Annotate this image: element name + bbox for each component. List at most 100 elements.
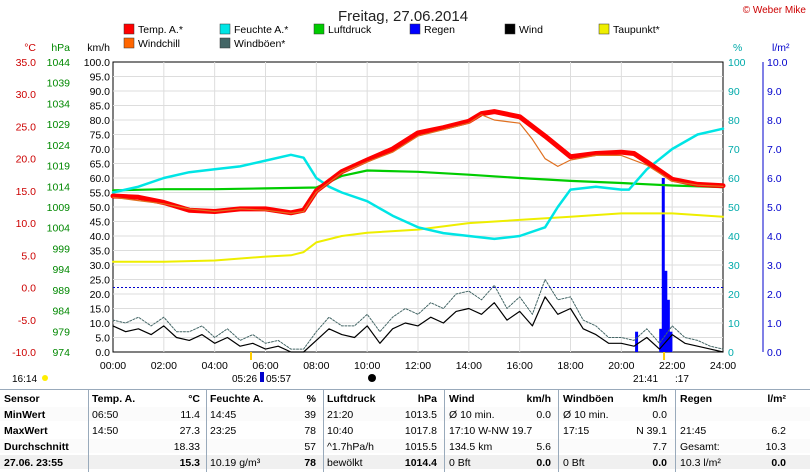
y-tick-label-wind-kmh: 15.0 bbox=[90, 304, 111, 316]
cell-time: 0 Bft bbox=[449, 457, 471, 469]
cell-value: N 39.1 bbox=[636, 425, 667, 437]
y-tick-label-wind-kmh: 70.0 bbox=[90, 144, 111, 156]
legend-label: Temp. A.* bbox=[138, 24, 183, 36]
legend-label: Windchill bbox=[138, 38, 180, 50]
y-tick-label-pressure-hpa: 1024 bbox=[47, 140, 71, 152]
cell-value: 0.0 bbox=[652, 409, 667, 421]
row-band bbox=[0, 439, 810, 453]
legend-label: Feuchte A.* bbox=[234, 24, 288, 36]
y-tick-label-pressure-hpa: 1019 bbox=[47, 161, 71, 173]
column-divider bbox=[558, 390, 559, 472]
cell-value: 0.0 bbox=[771, 457, 786, 469]
cell-value: 39 bbox=[304, 409, 316, 421]
rain-bar bbox=[666, 299, 670, 352]
column-unit: km/h bbox=[642, 393, 667, 405]
rain-marker-icon bbox=[260, 372, 264, 382]
column-divider bbox=[675, 390, 676, 472]
wind-column: Wind km/h Ø 10 min. 0.0 17:10 W-NW 19.7 134.5… bbox=[449, 390, 555, 472]
y-tick-label-pressure-hpa: 984 bbox=[52, 306, 70, 318]
series-line-taupunkt bbox=[112, 212, 724, 263]
rain-bar bbox=[659, 328, 663, 352]
row-labels-column: Sensor MinWert MaxWert Durchschnitt 27.0… bbox=[4, 390, 86, 472]
x-tick-label: 10:00 bbox=[354, 360, 380, 372]
y-tick-label-wind-kmh: 65.0 bbox=[90, 159, 111, 171]
x-tick-label: 14:00 bbox=[456, 360, 482, 372]
cell-value: 5.6 bbox=[536, 441, 551, 453]
y-tick-label-humidity-pct: 40 bbox=[728, 231, 740, 243]
y-tick-label-wind-kmh: 35.0 bbox=[90, 246, 111, 258]
cell-time: Gesamt: bbox=[680, 441, 720, 453]
cell-value: 1015.5 bbox=[404, 441, 437, 453]
y-tick-label-pressure-hpa: 979 bbox=[52, 326, 70, 338]
y-tick-label-pressure-hpa: 989 bbox=[52, 285, 70, 297]
axis-unit-labels: °C hPa km/h% l/m² bbox=[24, 42, 790, 54]
y-tick-label-temp-c: -10.0 bbox=[12, 347, 36, 359]
legend-swatch bbox=[219, 23, 231, 35]
legend-label: Taupunkt* bbox=[613, 24, 660, 36]
cell-value: 11.4 bbox=[180, 409, 200, 421]
cell-value: 7.7 bbox=[652, 441, 667, 453]
marker-time-label: 21:41 bbox=[633, 374, 658, 385]
x-tick-label: 08:00 bbox=[303, 360, 329, 372]
y-tick-label-rain-lm2: 9.0 bbox=[767, 86, 782, 98]
y-tick-label-wind-kmh: 50.0 bbox=[90, 202, 111, 214]
cell-value: 0.0 bbox=[536, 409, 551, 421]
rain-bar bbox=[669, 331, 673, 352]
y-tick-label-rain-lm2: 2.0 bbox=[767, 289, 782, 301]
y-tick-label-humidity-pct: 10 bbox=[728, 318, 740, 330]
y-tick-label-wind-kmh: 45.0 bbox=[90, 217, 111, 229]
y-tick-label-pressure-hpa: 1029 bbox=[47, 119, 71, 131]
y-tick-label-wind-kmh: 25.0 bbox=[90, 275, 111, 287]
x-tick-label: 00:00 bbox=[100, 360, 126, 372]
series-group bbox=[110, 109, 726, 353]
label-min: MinWert bbox=[4, 409, 46, 421]
cell-value: 10.3 bbox=[765, 441, 786, 453]
sun-icon bbox=[42, 375, 48, 381]
y-tick-label-rain-lm2: 10.0 bbox=[767, 57, 788, 69]
x-tick-label: 22:00 bbox=[659, 360, 685, 372]
legend-label: Wind bbox=[519, 24, 543, 36]
y-tick-label-wind-kmh: 85.0 bbox=[90, 101, 111, 113]
cell-time: ^1.7hPa/h bbox=[327, 441, 374, 453]
y-tick-label-humidity-pct: 80 bbox=[728, 115, 740, 127]
legend-swatch bbox=[123, 23, 135, 35]
column-header: Luftdruck bbox=[327, 393, 376, 405]
axis-unit-wind-kmh: km/h bbox=[87, 42, 110, 54]
y-tick-label-wind-kmh: 0.0 bbox=[95, 347, 110, 359]
x-tick-label: 12:00 bbox=[405, 360, 431, 372]
y-tick-label-rain-lm2: 0.0 bbox=[767, 347, 782, 359]
y-tick-label-temp-c: 30.0 bbox=[16, 89, 37, 101]
column-header: Feuchte A. bbox=[210, 393, 264, 405]
y-tick-label-rain-lm2: 1.0 bbox=[767, 318, 782, 330]
column-unit: % bbox=[306, 393, 316, 405]
moon-icon bbox=[368, 374, 376, 382]
axis-unit-rain-lm2: l/m² bbox=[772, 42, 790, 54]
x-tick-label: 04:00 bbox=[202, 360, 228, 372]
cell-value: 27.3 bbox=[179, 425, 200, 437]
cell-value: 1013.5 bbox=[404, 409, 437, 421]
y-tick-label-wind-kmh: 80.0 bbox=[90, 115, 111, 127]
cell-value: 0.0 bbox=[536, 457, 551, 469]
y-tick-label-temp-c: 0.0 bbox=[21, 283, 36, 295]
y-tick-label-temp-c: -5.0 bbox=[18, 315, 36, 327]
series-line-luftdruck bbox=[111, 169, 725, 192]
y-tick-label-rain-lm2: 7.0 bbox=[767, 144, 782, 156]
cell-time: 23:25 bbox=[210, 425, 237, 437]
column-header: Regen bbox=[680, 393, 713, 405]
cell-time: 10.19 g/m³ bbox=[210, 457, 261, 469]
y-tick-label-humidity-pct: 70 bbox=[728, 144, 740, 156]
time-markers: 16:14 05:26 05:57 21:41:17 bbox=[12, 352, 689, 385]
x-tick-label: 16:00 bbox=[507, 360, 533, 372]
legend-swatch bbox=[598, 23, 610, 35]
y-tick-label-wind-kmh: 5.0 bbox=[95, 333, 110, 345]
cell-time: 21:45 bbox=[680, 425, 707, 437]
chart-legend: Temp. A.* Feuchte A.* Luftdruck Regen Wind Ta… bbox=[123, 23, 660, 50]
weather-chart: Freitag, 27.06.2014 © Weber Mike Temp. A… bbox=[12, 5, 806, 385]
y-tick-label-humidity-pct: 60 bbox=[728, 173, 740, 185]
y-tick-label-rain-lm2: 8.0 bbox=[767, 115, 782, 127]
legend-label: Regen bbox=[424, 24, 455, 36]
label-current: 27.06. 23:55 bbox=[4, 457, 63, 469]
column-divider bbox=[323, 390, 324, 472]
y-tick-label-wind-kmh: 90.0 bbox=[90, 86, 111, 98]
x-tick-label: 20:00 bbox=[608, 360, 634, 372]
